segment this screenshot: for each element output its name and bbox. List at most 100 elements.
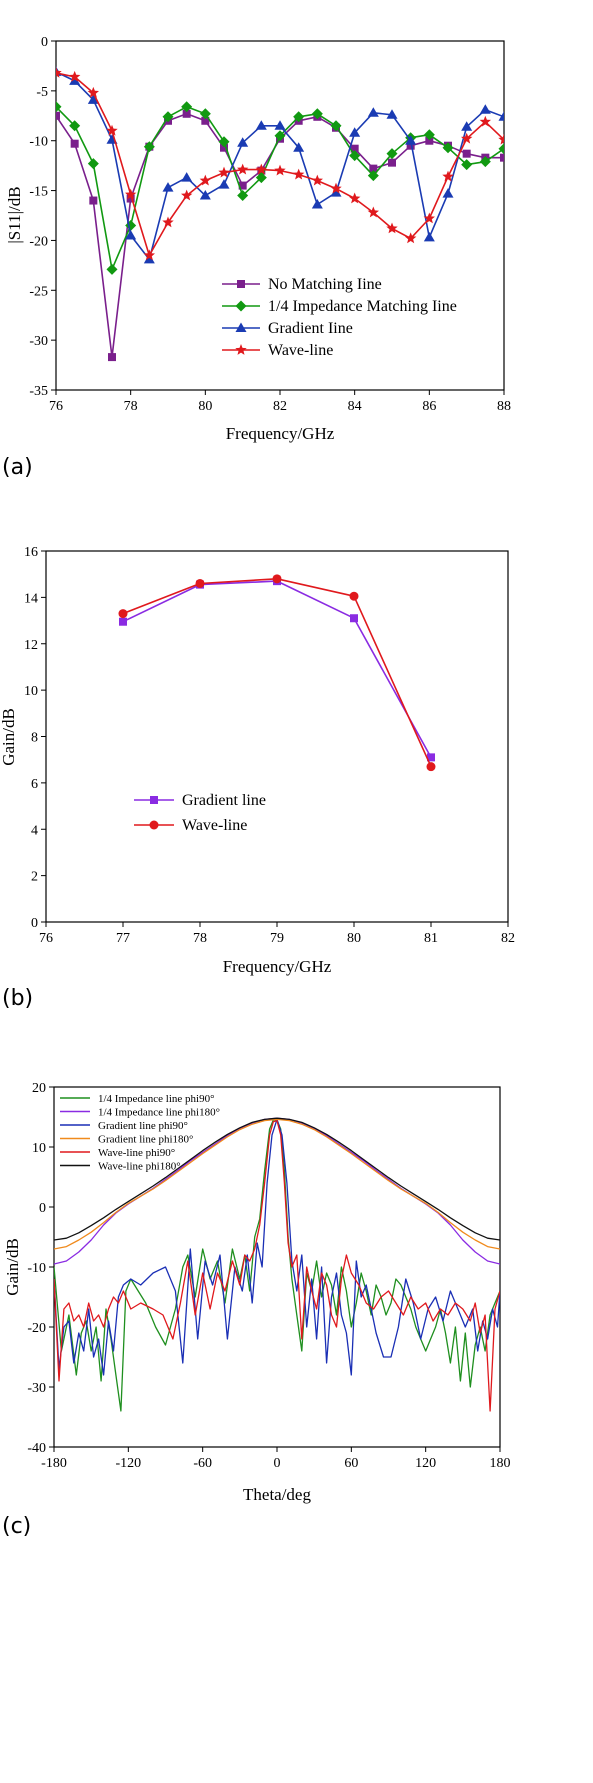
panel-label: (b) — [2, 986, 33, 1011]
data-point — [87, 158, 99, 170]
data-point — [386, 148, 398, 160]
x-axis-label: Theta/deg — [243, 1485, 311, 1504]
data-point — [237, 137, 249, 147]
x-tick-label: 82 — [501, 931, 515, 946]
data-point — [201, 116, 210, 125]
x-tick-label: 84 — [348, 399, 362, 414]
data-point — [293, 111, 305, 123]
y-tick-label: 8 — [31, 731, 38, 746]
legend-marker — [235, 344, 247, 355]
panel-label: (c) — [2, 1514, 31, 1539]
data-point — [349, 192, 361, 204]
data-point — [143, 253, 155, 264]
y-tick-label: 16 — [24, 545, 38, 560]
data-point — [143, 141, 155, 153]
legend-entry: 1/4 Impedance line phi90° — [98, 1093, 215, 1105]
data-point — [218, 179, 230, 189]
legend-entry: Wave-line phi90° — [98, 1147, 175, 1159]
data-point — [406, 141, 415, 150]
y-tick-label: -10 — [27, 1261, 46, 1276]
series-4 — [54, 1118, 500, 1250]
series-line — [122, 580, 432, 758]
data-point — [199, 174, 211, 186]
legend-entry: Wave-line — [182, 817, 247, 834]
data-point — [369, 164, 378, 173]
data-point — [479, 115, 491, 127]
data-point — [293, 142, 305, 152]
y-tick-label: -15 — [29, 185, 48, 200]
data-point — [349, 150, 361, 162]
chart-panel-2: 76 77 78 79 80 81 82 0 2 4 6 8 10 12 14 16 Frequency/GHz… — [0, 545, 515, 1011]
data-point — [125, 219, 137, 231]
data-point — [162, 111, 174, 123]
data-point — [69, 75, 81, 85]
x-tick-label: 80 — [198, 399, 212, 414]
y-tick-label: -30 — [29, 334, 48, 349]
data-point — [293, 168, 305, 180]
x-tick-label: 88 — [497, 399, 511, 414]
x-tick-label: 80 — [347, 931, 361, 946]
data-point — [255, 163, 267, 175]
data-point — [462, 149, 471, 158]
legend-entry: Wave-line phi180° — [98, 1161, 181, 1173]
data-point — [479, 156, 491, 168]
data-point — [386, 109, 398, 119]
y-tick-label: 6 — [31, 777, 38, 792]
x-tick-label: -180 — [41, 1456, 67, 1471]
legend-entry: 1/4 Impedance line phi180° — [98, 1107, 220, 1119]
data-point — [349, 591, 359, 601]
data-point — [218, 166, 230, 178]
x-tick-label: 120 — [415, 1456, 436, 1471]
x-tick-label: 180 — [490, 1456, 511, 1471]
legend-entry: Gradient line phi90° — [98, 1120, 188, 1132]
series-line — [54, 1119, 500, 1412]
y-tick-label: 14 — [24, 591, 38, 606]
y-tick-label: -40 — [27, 1441, 46, 1456]
data-point — [442, 142, 454, 154]
x-tick-label: 78 — [124, 399, 138, 414]
data-point — [405, 135, 417, 145]
data-point — [367, 206, 379, 218]
data-point — [220, 143, 228, 152]
legend-marker — [237, 280, 245, 288]
legend-entry: Gradient line — [182, 792, 266, 809]
data-point — [426, 762, 436, 772]
data-point — [350, 614, 358, 623]
series-6 — [54, 1117, 500, 1241]
y-tick-label: -20 — [27, 1321, 46, 1336]
y-tick-label: 0 — [39, 1201, 46, 1216]
data-point — [69, 120, 81, 132]
y-tick-label: 4 — [31, 823, 38, 838]
legend: 1/4 Impedance line phi90° 1/4 Impedance l… — [60, 1093, 220, 1173]
plot-frame — [45, 550, 509, 923]
legend-marker — [235, 300, 247, 312]
data-point — [272, 574, 282, 584]
data-point — [238, 181, 247, 190]
x-tick-label: 81 — [424, 931, 438, 946]
data-point — [311, 108, 323, 120]
data-point — [199, 190, 211, 200]
data-point — [350, 144, 359, 153]
series-line — [54, 1118, 500, 1250]
x-tick-label: -120 — [115, 1456, 141, 1471]
x-tick-label: 77 — [116, 931, 130, 946]
data-point — [498, 143, 504, 155]
x-tick-label: 86 — [422, 399, 436, 414]
x-tick-label: 0 — [274, 1456, 281, 1471]
legend-entry: No Matching Iine — [268, 276, 382, 293]
data-point — [89, 196, 98, 205]
legend-marker — [235, 322, 247, 332]
y-tick-label: 10 — [32, 1141, 46, 1156]
data-point — [330, 182, 342, 194]
data-point — [70, 139, 79, 148]
data-point — [461, 132, 473, 144]
x-tick-label: 60 — [344, 1456, 358, 1471]
data-point — [87, 94, 99, 104]
series-2 — [56, 101, 504, 275]
series-2 — [118, 574, 436, 772]
data-point — [423, 231, 435, 242]
legend-entry: 1/4 Impedance Matching Iine — [268, 298, 457, 315]
y-tick-label: -35 — [29, 384, 48, 399]
data-point — [330, 120, 342, 132]
data-point — [125, 229, 137, 240]
